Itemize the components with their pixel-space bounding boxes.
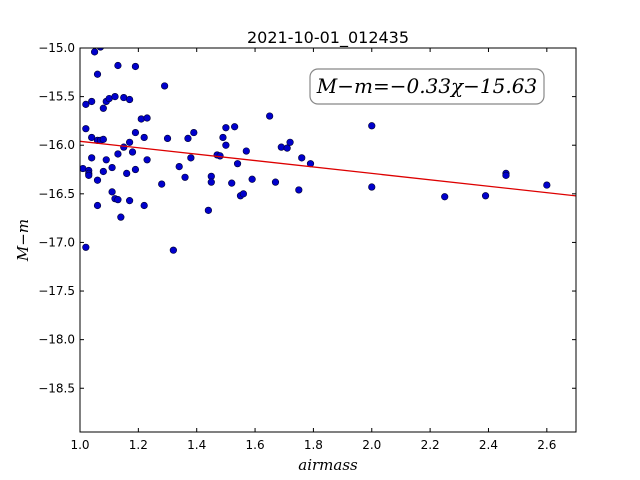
data-point <box>277 143 285 151</box>
data-point <box>163 134 172 143</box>
data-point <box>190 128 198 137</box>
data-point <box>108 188 116 196</box>
data-point <box>228 179 236 187</box>
data-point <box>161 82 169 90</box>
data-point <box>117 213 125 221</box>
y-tick-label: −17.0 <box>38 235 75 249</box>
data-point <box>175 163 183 171</box>
y-tick-label: −15.5 <box>38 90 75 104</box>
data-point <box>126 138 134 146</box>
data-point <box>88 133 96 142</box>
x-axis-label: airmass <box>298 456 358 474</box>
data-point <box>82 125 90 133</box>
data-point <box>126 197 134 205</box>
data-point <box>90 48 99 56</box>
x-tick-label: 2.4 <box>479 438 498 452</box>
data-point <box>181 173 189 181</box>
data-point <box>143 114 151 122</box>
data-point <box>158 180 166 188</box>
data-point <box>140 201 148 210</box>
data-point <box>93 70 102 78</box>
data-point <box>207 178 215 186</box>
data-point <box>128 148 137 156</box>
x-tick-label: 2.0 <box>362 438 381 452</box>
x-tick-label: 1.6 <box>246 438 265 452</box>
data-point <box>481 192 490 200</box>
data-point <box>85 171 93 179</box>
data-point <box>102 156 110 164</box>
data-point <box>233 160 242 168</box>
data-point <box>222 141 230 149</box>
data-point <box>219 133 227 142</box>
y-tick-label: −17.5 <box>38 284 75 298</box>
data-point <box>131 128 140 137</box>
fit-equation-label: M−m=−0.33χ−15.63 <box>316 74 537 98</box>
y-tick-label: −16.5 <box>38 187 75 201</box>
data-point <box>187 154 195 162</box>
data-point <box>82 243 90 251</box>
plot-content <box>80 48 576 254</box>
data-point <box>114 61 122 70</box>
data-point <box>120 143 128 151</box>
data-point <box>298 154 306 162</box>
x-tick-label: 2.2 <box>421 438 440 452</box>
data-point <box>93 201 102 210</box>
data-point <box>108 163 116 172</box>
data-point <box>271 178 280 186</box>
data-point <box>88 154 96 162</box>
y-tick-label: −18.0 <box>38 333 75 347</box>
data-point <box>131 165 140 174</box>
x-tick-label: 1.4 <box>187 438 206 452</box>
x-tick-label: 1.0 <box>70 438 89 452</box>
y-tick-label: −16.0 <box>38 138 75 152</box>
data-point <box>502 171 510 179</box>
fit-equation-box: M−m=−0.33χ−15.63 <box>309 68 545 105</box>
data-point <box>88 97 96 106</box>
data-point <box>266 112 274 120</box>
data-point <box>248 175 256 183</box>
data-point <box>543 181 551 189</box>
data-point <box>137 115 145 123</box>
x-tick-label: 1.2 <box>129 438 148 452</box>
y-axis: −15.0 −15.5 −16.0 −16.5 −17.0 −17.5 −18.0 −18.5 <box>38 41 576 395</box>
data-point <box>286 138 294 146</box>
data-point <box>368 122 376 130</box>
data-point <box>222 124 230 132</box>
data-point <box>368 183 376 191</box>
data-point <box>231 123 239 131</box>
data-point <box>441 193 449 201</box>
data-point <box>82 100 90 108</box>
y-tick-label: −18.5 <box>38 381 75 395</box>
data-point <box>96 48 104 51</box>
data-point <box>123 169 131 178</box>
data-point <box>143 156 151 164</box>
data-point <box>239 190 247 198</box>
data-point <box>114 196 122 204</box>
data-point <box>131 62 140 71</box>
data-point <box>114 150 122 158</box>
data-point <box>140 133 148 142</box>
x-axis: 1.0 1.2 1.4 1.6 1.8 2.0 2.2 2.4 2.6 <box>70 48 556 452</box>
data-point <box>242 147 250 155</box>
data-point <box>126 95 134 104</box>
data-point <box>283 144 291 152</box>
data-point <box>295 186 303 194</box>
data-point <box>184 134 192 143</box>
x-tick-label: 1.8 <box>304 438 323 452</box>
data-point <box>99 104 107 112</box>
fit-line <box>80 140 576 197</box>
data-point <box>204 206 212 214</box>
fit-equation-frame <box>309 68 545 105</box>
x-tick-label: 2.6 <box>537 438 556 452</box>
data-point <box>99 167 107 176</box>
data-point <box>111 93 119 101</box>
plot-area <box>79 47 577 433</box>
data-point <box>93 176 102 184</box>
data-point <box>99 135 107 143</box>
chart-title: 2021-10-01_012435 <box>247 28 409 48</box>
y-axis-label: M−m <box>14 219 32 262</box>
data-point <box>169 246 177 254</box>
y-tick-label: −15.0 <box>38 41 75 55</box>
